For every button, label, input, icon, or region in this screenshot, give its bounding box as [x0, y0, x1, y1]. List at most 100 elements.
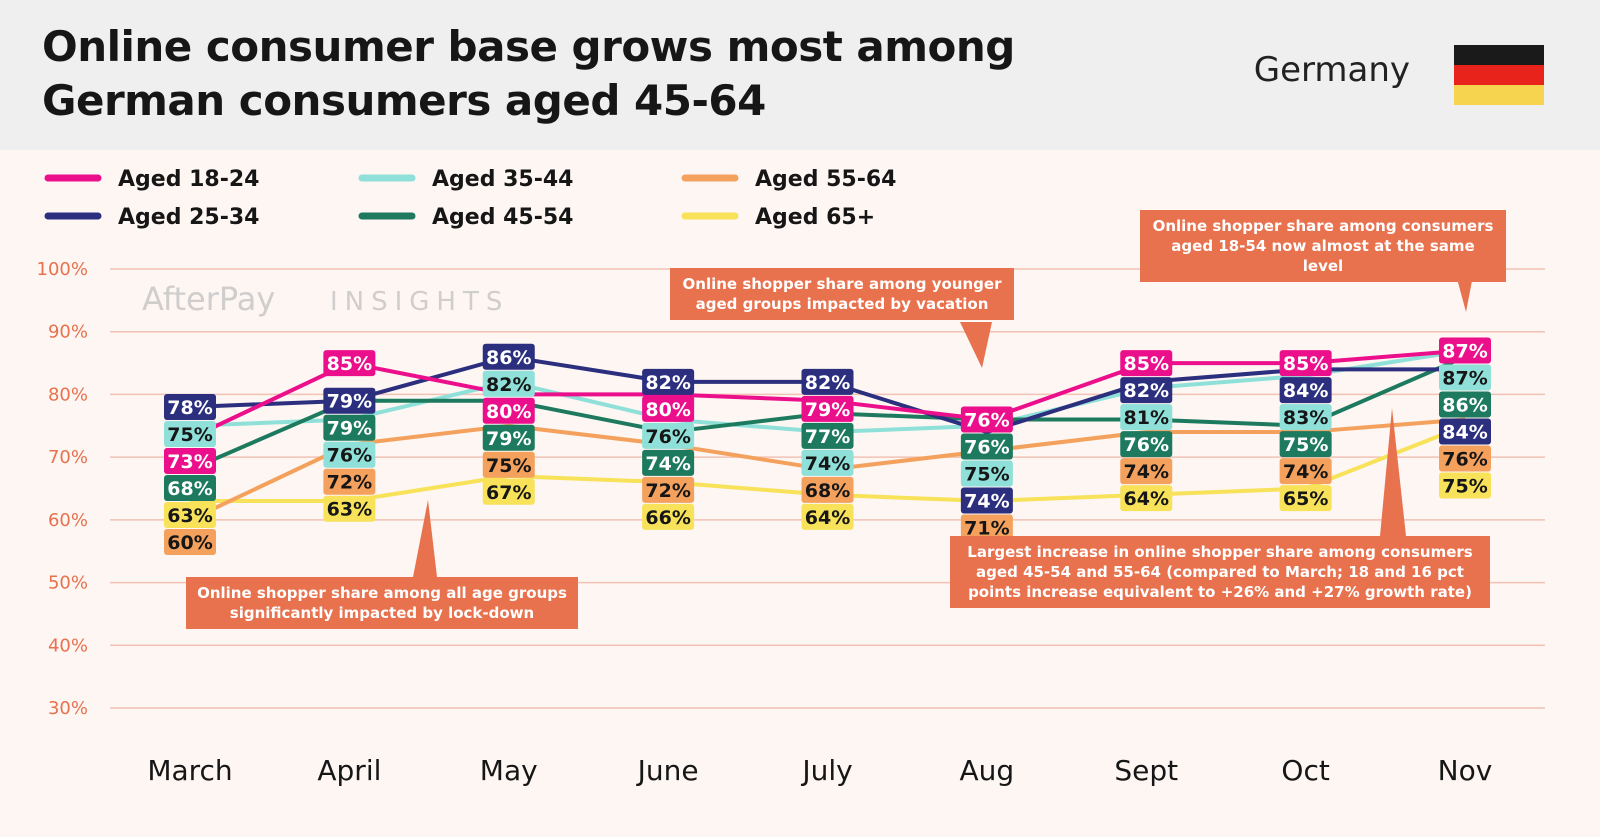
data-label-badge — [1279, 350, 1332, 377]
callout-pointer-lockdown — [413, 500, 437, 577]
data-label: 74% — [1124, 461, 1169, 483]
data-label: 64% — [805, 507, 850, 529]
callout-pointer-vacation — [960, 322, 992, 368]
y-tick-label: 90% — [48, 322, 88, 343]
x-tick-label: March — [147, 754, 232, 787]
data-label: 80% — [486, 401, 531, 423]
data-label-badge — [1120, 458, 1173, 485]
data-label-badge — [642, 449, 695, 476]
data-label: 68% — [805, 480, 850, 502]
data-label-badge — [1279, 458, 1332, 485]
legend-label: Aged 65+ — [755, 205, 875, 230]
x-tick-label: Aug — [960, 754, 1015, 787]
data-label: 84% — [1442, 422, 1487, 444]
data-label-badge — [1439, 418, 1491, 445]
legend-label: Aged 35-44 — [432, 167, 573, 192]
flag-stripe-black — [1454, 45, 1544, 65]
callout-pointer-largest-increase — [1380, 408, 1406, 536]
data-label-badge — [482, 343, 535, 370]
data-label-badge — [801, 449, 854, 476]
data-label: 85% — [1124, 353, 1169, 375]
x-tick-label: July — [800, 754, 852, 787]
flag-stripe-gold — [1454, 85, 1544, 105]
data-label-badge — [1120, 350, 1173, 377]
data-label: 76% — [1124, 434, 1169, 456]
data-label: 86% — [486, 347, 531, 369]
chart-title: Online consumer base grows most among Ge… — [42, 22, 1015, 125]
data-label-badge — [323, 414, 376, 441]
x-tick-label: May — [480, 754, 538, 787]
data-label-badge — [1120, 404, 1173, 431]
callout-largest-increase: Largest increase in online shopper share… — [950, 536, 1490, 608]
data-label-badge — [960, 514, 1013, 541]
data-label-badge — [1439, 364, 1491, 391]
data-label: 63% — [327, 499, 372, 521]
data-label-badge — [801, 422, 854, 449]
data-label: 68% — [167, 478, 212, 500]
legend-label: Aged 55-64 — [755, 167, 896, 192]
data-label: 60% — [167, 532, 212, 554]
data-label: 67% — [486, 482, 531, 504]
data-label: 71% — [964, 518, 1009, 540]
data-label-badge — [960, 406, 1013, 433]
data-label: 76% — [964, 437, 1009, 459]
data-label: 86% — [1442, 395, 1487, 417]
data-label-badge — [164, 393, 216, 420]
data-label: 79% — [486, 428, 531, 450]
data-label-badge — [1439, 391, 1491, 418]
data-label-badge — [482, 478, 535, 505]
data-label-badge — [642, 395, 695, 422]
data-label: 80% — [645, 399, 690, 421]
data-label: 76% — [327, 445, 372, 467]
data-label: 74% — [645, 453, 690, 475]
x-tick-label: June — [636, 754, 699, 787]
data-label-badge — [482, 451, 535, 478]
data-label: 74% — [964, 491, 1009, 513]
data-label: 75% — [1442, 476, 1487, 498]
data-label: 75% — [167, 424, 212, 446]
data-label: 65% — [1283, 488, 1328, 510]
data-label-badge — [1279, 431, 1332, 458]
y-tick-label: 40% — [48, 635, 88, 656]
data-label: 72% — [645, 480, 690, 502]
data-label: 82% — [805, 372, 850, 394]
data-label: 82% — [486, 374, 531, 396]
data-label-badge — [323, 441, 376, 468]
data-label: 76% — [1442, 449, 1487, 471]
data-label-badge — [642, 422, 695, 449]
data-label: 82% — [645, 372, 690, 394]
data-label-badge — [1279, 485, 1332, 512]
legend-label: Aged 45-54 — [432, 205, 573, 230]
data-label: 84% — [1283, 380, 1328, 402]
legend-label: Aged 25-34 — [118, 205, 259, 230]
data-label-badge — [1120, 431, 1173, 458]
data-label: 77% — [805, 426, 850, 448]
germany-flag-icon — [1454, 45, 1544, 105]
data-label: 83% — [1283, 407, 1328, 429]
data-label-badge — [1439, 472, 1491, 499]
data-label-badge — [1120, 485, 1173, 512]
data-label-badge — [801, 368, 854, 395]
data-label-badge — [1120, 377, 1173, 404]
data-label-badge — [323, 387, 376, 414]
data-label-badge — [801, 503, 854, 530]
data-label: 63% — [167, 505, 212, 527]
data-label: 79% — [327, 418, 372, 440]
data-label-badge — [164, 474, 216, 501]
data-label-badge — [801, 395, 854, 422]
data-label-badge — [960, 433, 1013, 460]
data-label-badge — [1439, 337, 1491, 364]
data-label: 79% — [327, 391, 372, 413]
data-label: 81% — [1124, 407, 1169, 429]
data-label-badge — [1279, 377, 1332, 404]
callout-vacation: Online shopper share among younger aged … — [670, 268, 1014, 320]
data-label-badge — [164, 528, 216, 555]
data-label: 75% — [486, 455, 531, 477]
flag-stripe-red — [1454, 65, 1544, 85]
data-label-badge — [323, 468, 376, 495]
country-label: Germany — [1253, 50, 1410, 90]
legend-label: Aged 18-24 — [118, 167, 259, 192]
data-label-badge — [1279, 404, 1332, 431]
data-label: 75% — [964, 464, 1009, 486]
